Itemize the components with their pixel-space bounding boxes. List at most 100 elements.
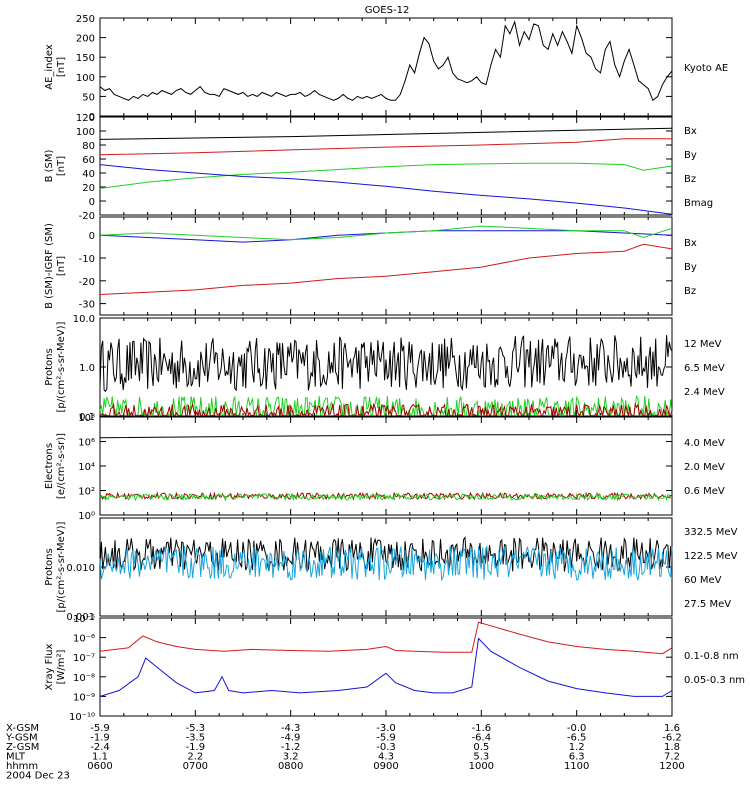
channel-label: Bx (684, 126, 697, 137)
ephemeris-value: 0900 (373, 761, 398, 772)
y-tick-label: 1.0 (79, 363, 95, 374)
series-12-mev (99, 402, 673, 418)
y-tick-label: 120 (76, 113, 95, 124)
ephemeris-value: 2.2 (187, 752, 203, 763)
y-tick-label: 50 (82, 92, 95, 103)
channel-label: Bx (684, 238, 697, 249)
y-tick-label: -30 (79, 300, 95, 311)
panel-2: -20 0 20 40 60 80 100 120 B (SM) [nT] Bx By Bz Bmag (44, 113, 713, 222)
y-tick-label: -20 (79, 277, 95, 288)
ephemeris-row-label: hhmm (6, 761, 38, 772)
y-tick-label: 100 (76, 127, 95, 138)
panel-frame (99, 617, 673, 717)
ephemeris-value: 1.1 (92, 752, 108, 763)
y-tick-label: 150 (76, 53, 95, 64)
ephemeris-value: -1.9 (90, 733, 110, 744)
ephemeris-value: 7.2 (664, 752, 680, 763)
ephemeris-value: -5.9 (376, 733, 396, 744)
ephemeris-value: 0700 (183, 761, 208, 772)
ephemeris-row-label: X-GSM (6, 723, 39, 734)
ephemeris-value: 1000 (469, 761, 494, 772)
ephemeris-row-label: 2004 Dec 23 (6, 771, 70, 782)
ephemeris-value: -6.5 (567, 733, 587, 744)
y-tick-label: 10.0 (73, 314, 95, 325)
ephemeris-value: -1.2 (281, 742, 301, 753)
y-tick-label: 10⁰ (78, 511, 95, 522)
y-axis-label: AE_index (44, 44, 55, 90)
ephemeris-row-label: Z-GSM (6, 742, 39, 753)
y-axis-label: [nT] (56, 256, 67, 276)
series-by (99, 162, 673, 189)
panel-frame (99, 517, 673, 617)
y-axis-label: Protons (44, 548, 55, 585)
channel-label: 0.1-0.8 nm (684, 651, 739, 662)
ephemeris-value: -4.3 (281, 723, 301, 734)
panel-1: 0 50 100 150 200 250 AE_index [nT] Kyoto AE (44, 14, 728, 123)
ephemeris-value: -2.4 (90, 742, 110, 753)
ephemeris-value: -5.9 (90, 723, 110, 734)
ephemeris-value: -3.0 (376, 723, 396, 734)
y-tick-label: 10⁶ (78, 438, 95, 449)
channel-label: 0.6 MeV (684, 486, 725, 497)
y-tick-label: 80 (82, 141, 95, 152)
channel-label: Bz (684, 286, 696, 297)
ephemeris-value: 1.6 (664, 723, 680, 734)
y-tick-label: 10⁻⁹ (73, 692, 95, 703)
series-2-4-mev (99, 335, 673, 393)
y-tick-label: 10² (78, 487, 95, 498)
y-tick-label: 20 (82, 183, 95, 194)
channel-label: Kyoto AE (684, 63, 728, 74)
figure-title: GOES-12 (365, 5, 410, 16)
ephemeris-value: 6.3 (569, 752, 585, 763)
y-tick-label: 10⁻¹⁰ (69, 712, 95, 723)
series-2-0-mev (99, 491, 673, 502)
series-bz (99, 243, 673, 295)
channel-label: 122.5 MeV (684, 551, 738, 562)
y-tick-label: 0.010 (66, 563, 95, 574)
ephemeris-value: -1.9 (186, 742, 206, 753)
ephemeris-value: -6.2 (662, 733, 682, 744)
ephemeris-value: 0600 (87, 761, 112, 772)
ephemeris-value: -3.5 (186, 733, 206, 744)
ephemeris-value: 1.2 (569, 742, 585, 753)
y-axis-label: B (SM) (44, 149, 55, 182)
y-axis-label: [e/(cm²-s-sr)] (56, 433, 67, 499)
channel-label: 27.5 MeV (684, 599, 731, 610)
y-tick-label: 10⁻⁵ (73, 614, 95, 625)
y-tick-label: 10⁻⁶ (73, 634, 95, 645)
channel-label: 6.5 MeV (684, 363, 725, 374)
y-axis-label: [nT] (56, 57, 67, 77)
channel-label: 2.4 MeV (684, 387, 725, 398)
y-tick-label: 10⁸ (78, 413, 95, 424)
y-tick-label: 10⁻⁷ (73, 653, 95, 664)
y-tick-label: 10⁴ (78, 462, 95, 473)
ephemeris-value: -6.4 (472, 733, 492, 744)
series-by (99, 225, 673, 241)
y-axis-label: Xray Flux (44, 643, 55, 690)
channel-label: 0.05-0.3 nm (684, 675, 745, 686)
y-axis-label: B (SM)-IGRF (SM) (44, 223, 55, 309)
y-tick-label: 0 (89, 197, 95, 208)
ephemeris-value: -1.6 (472, 723, 492, 734)
y-tick-label: 10⁻⁸ (73, 673, 95, 684)
series-0-1-0-8-nm (99, 621, 673, 655)
y-tick-label: 40 (82, 169, 95, 180)
series-kyoto-ae (99, 20, 673, 102)
ephemeris-value: -0.3 (376, 742, 396, 753)
y-tick-label: 250 (76, 14, 95, 25)
ephemeris-value: -0.0 (567, 723, 587, 734)
channel-label: By (684, 262, 697, 273)
ephemeris-value: 4.3 (378, 752, 394, 763)
y-tick-label: -10 (79, 254, 95, 265)
ephemeris-value: -4.9 (281, 733, 301, 744)
y-axis-label: [W/m²] (56, 649, 67, 684)
panel-frame (99, 216, 673, 316)
ephemeris-value: 0800 (278, 761, 303, 772)
panel-7: 10⁻¹⁰ 10⁻⁹ 10⁻⁸ 10⁻⁷ 10⁻⁶ 10⁻⁵ Xray Flux [W/m²]… (44, 614, 745, 723)
y-tick-label: 60 (82, 155, 95, 166)
ephemeris-value: -5.3 (186, 723, 206, 734)
channel-label: 332.5 MeV (684, 527, 738, 538)
panel-frame (99, 17, 673, 117)
